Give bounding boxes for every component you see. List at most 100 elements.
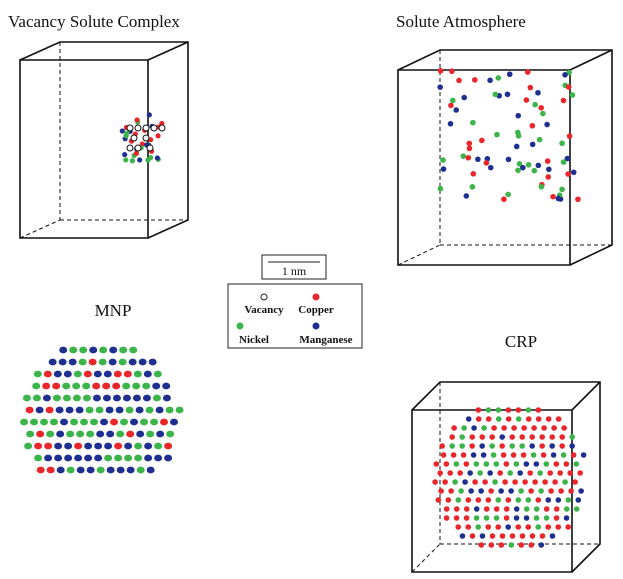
atom (536, 416, 542, 422)
atom (514, 506, 520, 512)
atom (499, 443, 505, 449)
cube-front (398, 70, 570, 265)
atom (505, 524, 511, 530)
atom (481, 452, 487, 458)
atom (142, 383, 150, 390)
atom (32, 383, 40, 390)
vacancy (131, 135, 137, 141)
atom (99, 347, 107, 354)
atom (64, 443, 72, 450)
atom (551, 452, 557, 458)
atom (516, 407, 522, 413)
atom (486, 407, 492, 413)
atom (574, 506, 580, 512)
atom (518, 542, 524, 548)
atom (492, 479, 498, 485)
atom (539, 184, 545, 190)
atom (575, 196, 581, 202)
atom (471, 425, 477, 431)
atom (511, 425, 517, 431)
cube-edge (398, 245, 440, 265)
atom (34, 371, 42, 378)
atom (66, 407, 74, 414)
atom (561, 159, 567, 165)
atom (69, 347, 77, 354)
atom (571, 452, 577, 458)
atom (471, 171, 477, 177)
atom (528, 488, 534, 494)
atom (56, 407, 64, 414)
atom (150, 419, 158, 426)
atom (495, 497, 501, 503)
atom (449, 68, 455, 74)
atom (464, 193, 470, 199)
atom (441, 452, 447, 458)
atom (442, 479, 448, 485)
atom (156, 431, 164, 438)
atom (432, 479, 438, 485)
atom (538, 105, 544, 111)
atom (116, 431, 124, 438)
atom (470, 184, 476, 190)
atom (459, 434, 465, 440)
atom (134, 443, 142, 450)
atom (40, 419, 48, 426)
atom (162, 383, 170, 390)
atom (486, 416, 492, 422)
cube-edge (148, 42, 188, 60)
atom (143, 395, 151, 402)
atom (146, 407, 154, 414)
atom (498, 488, 504, 494)
atom (470, 533, 476, 539)
atom (132, 383, 140, 390)
atom (62, 383, 70, 390)
atom (544, 515, 550, 521)
atom (166, 431, 174, 438)
atom (466, 155, 472, 161)
atom (564, 461, 570, 467)
atom (482, 479, 488, 485)
atom (453, 107, 459, 113)
atom (106, 431, 114, 438)
atom (127, 467, 135, 474)
atom (514, 144, 520, 150)
panel-title: Vacancy Solute Complex (8, 12, 180, 31)
atom (454, 515, 460, 521)
atom (120, 128, 125, 133)
atom (546, 416, 552, 422)
atom (494, 506, 500, 512)
atom (110, 419, 118, 426)
atom (166, 407, 174, 414)
atom (30, 419, 38, 426)
panel-title: CRP (505, 332, 537, 351)
atom (507, 71, 513, 77)
atom (461, 95, 467, 101)
atom (134, 151, 139, 156)
atom (437, 470, 443, 476)
atom (535, 524, 541, 530)
atom (506, 157, 512, 163)
atom (74, 455, 82, 462)
atom (109, 347, 117, 354)
atom (511, 452, 517, 458)
atom (84, 371, 92, 378)
atom (137, 467, 145, 474)
atom (464, 461, 470, 467)
atom (87, 467, 95, 474)
atom (500, 533, 506, 539)
atom (130, 419, 138, 426)
atom (575, 497, 581, 503)
atom (508, 488, 514, 494)
atom (156, 407, 164, 414)
atom (160, 419, 168, 426)
atom (561, 452, 567, 458)
atom (504, 515, 510, 521)
atom (554, 506, 560, 512)
atom (467, 470, 473, 476)
cube-edge (570, 50, 612, 70)
atom (467, 146, 473, 152)
atom (96, 407, 104, 414)
vacancy (143, 125, 149, 131)
atom (124, 455, 132, 462)
atom (505, 497, 511, 503)
